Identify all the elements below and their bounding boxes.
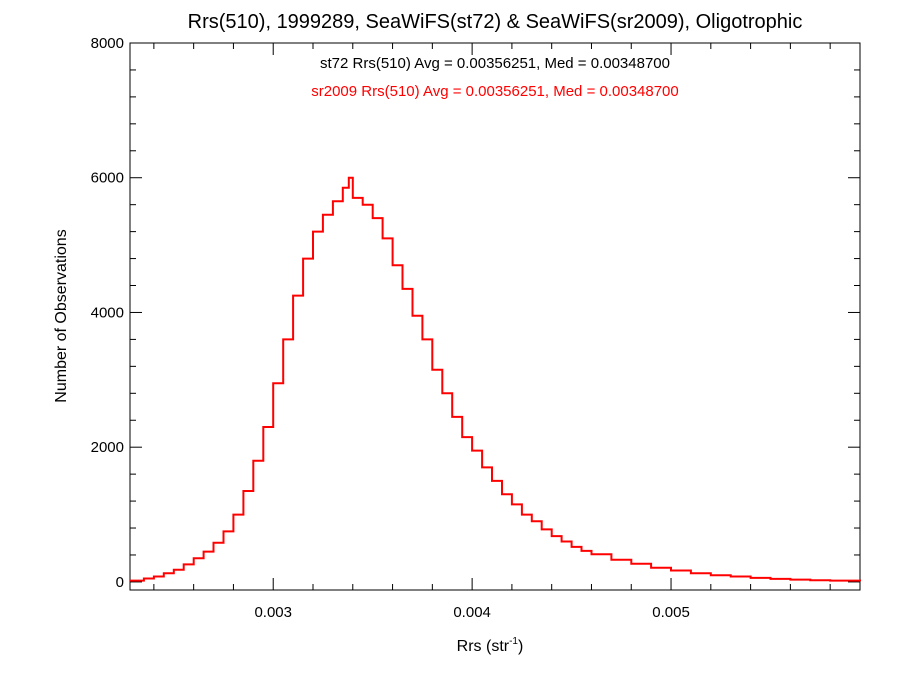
- x-tick-label: 0.005: [652, 604, 690, 621]
- annotation-sr2009: sr2009 Rrs(510) Avg = 0.00356251, Med = …: [311, 83, 679, 100]
- x-axis-label-close: ): [518, 638, 523, 655]
- y-tick-label: 8000: [91, 35, 124, 52]
- x-axis-label-superscript: -1: [509, 636, 518, 647]
- y-tick-label: 0: [116, 574, 124, 591]
- series-histogram-line: [130, 176, 861, 582]
- annotation-st72: st72 Rrs(510) Avg = 0.00356251, Med = 0.…: [320, 55, 670, 72]
- x-tick-label: 0.004: [453, 604, 491, 621]
- axis-tick-labels: 0 2000 4000 6000 8000 0.003 0.004 0.005: [91, 35, 690, 621]
- y-tick-label: 6000: [91, 170, 124, 187]
- y-axis-label: Number of Observations: [53, 229, 70, 402]
- y-tick-label: 2000: [91, 439, 124, 456]
- plot-frame: [129, 42, 861, 591]
- x-axis-label: Rrs (str-1): [457, 636, 524, 655]
- chart-title: Rrs(510), 1999289, SeaWiFS(st72) & SeaWi…: [188, 11, 803, 33]
- x-tick-label: 0.003: [254, 604, 292, 621]
- axis-ticks: [130, 42, 860, 590]
- y-tick-label: 4000: [91, 304, 124, 321]
- x-axis-label-main: Rrs (str: [457, 638, 510, 655]
